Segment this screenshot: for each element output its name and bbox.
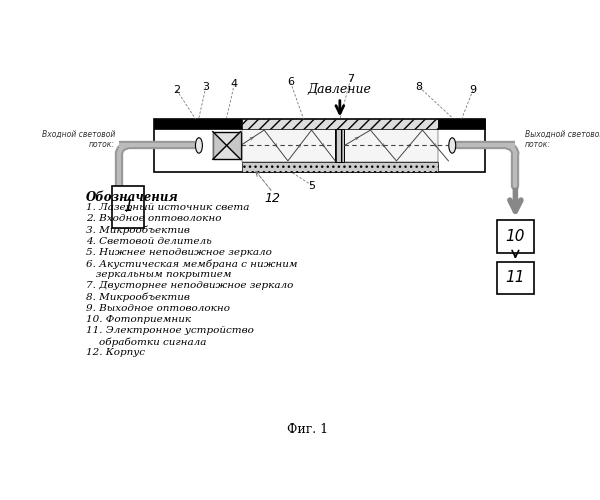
Text: 7: 7 — [347, 74, 354, 84]
Bar — [242, 120, 439, 128]
Bar — [242, 128, 439, 162]
Text: 11. Электронное устройство: 11. Электронное устройство — [86, 326, 254, 335]
Text: 1. Лазерный источник света: 1. Лазерный источник света — [86, 203, 249, 212]
Text: 9. Выходное оптоволокно: 9. Выходное оптоволокно — [86, 304, 230, 312]
Bar — [154, 120, 242, 128]
Text: зеркальным покрытием: зеркальным покрытием — [86, 270, 231, 279]
Text: 5: 5 — [308, 180, 316, 190]
Text: 6. Акустическая мембрана с нижним: 6. Акустическая мембрана с нижним — [86, 259, 297, 268]
Text: 3: 3 — [202, 82, 209, 92]
Text: 8. Микрообъектив: 8. Микрообъектив — [86, 292, 190, 302]
Text: 2. Входное оптоволокно: 2. Входное оптоволокно — [86, 214, 221, 224]
Text: Входной световой
поток:: Входной световой поток: — [41, 130, 115, 149]
Text: 2: 2 — [173, 85, 180, 95]
Bar — [242, 162, 439, 172]
Text: 12. Корпус: 12. Корпус — [86, 348, 145, 358]
Text: 8: 8 — [416, 82, 423, 92]
Bar — [335, 128, 344, 162]
Text: 3. Микрообъектив: 3. Микрообъектив — [86, 226, 190, 235]
Text: обработки сигнала: обработки сигнала — [86, 337, 206, 346]
Polygon shape — [213, 132, 227, 160]
Text: Давление: Давление — [308, 83, 372, 96]
Text: 10: 10 — [506, 229, 525, 244]
Text: 1: 1 — [123, 199, 133, 214]
Ellipse shape — [196, 138, 202, 153]
Text: 11: 11 — [506, 270, 525, 285]
Bar — [213, 132, 241, 160]
Text: Обозначения: Обозначения — [86, 191, 178, 204]
Text: 4. Световой делитель: 4. Световой делитель — [86, 236, 211, 246]
Text: 9: 9 — [469, 85, 476, 95]
Bar — [497, 262, 534, 294]
Text: 10. Фотоприемник: 10. Фотоприемник — [86, 315, 191, 324]
Text: 12: 12 — [265, 192, 281, 205]
Text: 4: 4 — [231, 79, 238, 89]
Text: 7. Двусторнее неподвижное зеркало: 7. Двусторнее неподвижное зеркало — [86, 282, 293, 290]
Text: Выходной световой
поток:: Выходной световой поток: — [524, 130, 600, 149]
Bar — [112, 186, 144, 228]
Bar — [497, 220, 534, 252]
Text: 6: 6 — [287, 78, 294, 88]
Text: 5. Нижнее неподвижное зеркало: 5. Нижнее неподвижное зеркало — [86, 248, 272, 257]
Ellipse shape — [449, 138, 456, 153]
Bar — [439, 120, 485, 128]
Text: Фиг. 1: Фиг. 1 — [287, 423, 328, 436]
Bar — [154, 120, 485, 172]
Polygon shape — [227, 132, 241, 160]
